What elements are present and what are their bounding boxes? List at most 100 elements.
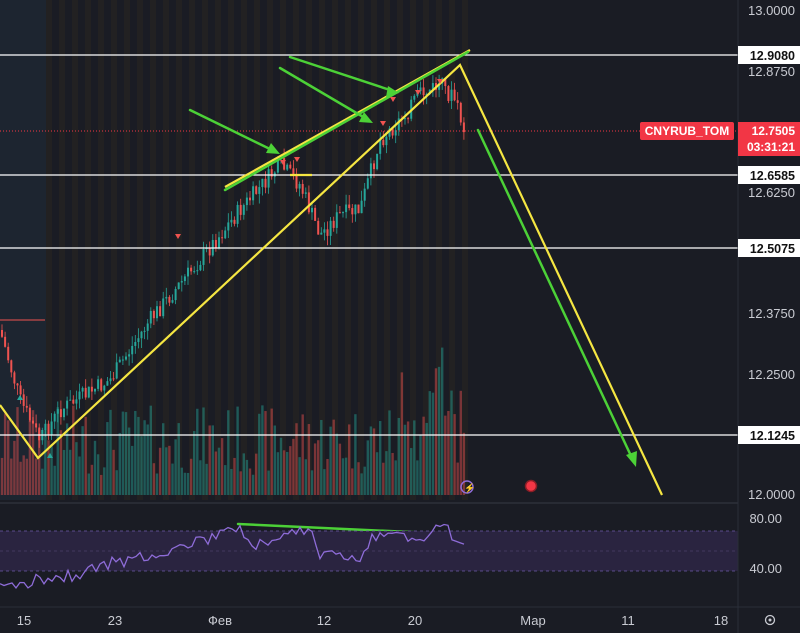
candle-body [190,267,193,272]
volume-bar [165,447,168,495]
candle-body [32,420,34,424]
candle-body [276,158,279,173]
price-axis[interactable]: 13.0000 12.8750 12.6250 12.3750 12.2500 … [640,0,800,633]
session-stripe [228,0,234,500]
settings-gear-icon[interactable] [764,614,776,626]
volume-bar [13,440,16,495]
session-stripe [189,0,195,500]
green-arrow-head [626,451,637,467]
volume-bar [118,432,121,495]
green-arrow-line[interactable] [188,108,274,152]
candle-body [131,345,134,355]
green-channel-top-line[interactable] [223,50,470,192]
candle-body [94,388,96,392]
volume-bar [109,409,112,495]
candle-body [348,204,351,209]
sell-signal-marker [380,121,386,126]
candle-body [152,310,155,319]
session-stripe [111,0,117,500]
candle-body [128,354,131,357]
candle-body [462,122,465,133]
time-tick: Мар [520,613,545,628]
candle-body [357,204,360,214]
session-stripe [202,0,208,500]
candle-body [149,310,152,324]
rsi-pane [0,502,738,589]
record-icon[interactable] [524,479,538,493]
candle-body [162,298,165,317]
volume-bar [413,420,416,495]
volume-bar [282,450,286,495]
yellow-zigzag-line[interactable] [0,63,663,496]
candle-body [19,385,22,395]
volume-bar [369,426,373,495]
volume-bar [344,457,348,495]
candle-body [444,78,447,87]
countdown-label: 03:31:21 [747,140,795,154]
green-arrow-line[interactable] [476,128,634,460]
time-axis[interactable]: 15 23 Фев 12 20 Мар 11 18 [0,606,800,628]
candle-body [404,118,406,120]
candle-body [304,192,307,194]
candle-body [90,386,93,392]
candle-body [245,197,248,206]
session-stripe [150,0,156,500]
session-stripe [410,0,416,500]
volume-bar [90,464,94,495]
volume-bar [202,407,205,495]
candle-body [115,362,118,379]
candle-body [230,219,233,223]
candle-body [218,237,220,249]
candle-body [22,394,25,406]
rsi-line[interactable] [0,523,465,589]
volume-bar [304,459,307,495]
candle-body [335,212,338,228]
volume-bar [193,431,196,495]
candle-body [388,128,391,137]
candle-body [7,346,10,361]
volume-bar [233,457,236,495]
session-stripe [345,0,351,500]
candle-body [28,407,31,421]
volume-bars [0,347,466,495]
candle-body [249,197,251,201]
session-stripe [280,0,286,500]
candle-body [125,356,127,360]
candle-body [351,208,354,215]
volume-bar [236,406,239,495]
candle-body [323,229,326,233]
volume-bar [189,458,193,495]
volume-bar [251,474,255,495]
candle-body [81,387,84,392]
session-stripe [241,0,247,500]
volume-bar [453,414,456,495]
volume-bar [69,449,72,495]
bolt-icon[interactable] [460,480,474,494]
candle-body [4,336,7,347]
volume-bar [434,368,438,495]
volume-bar [366,440,369,495]
green-arrow-line[interactable] [288,55,392,92]
volume-bar [335,433,338,495]
volume-bar [81,426,84,495]
volume-bar [444,415,447,495]
level-label: 12.5075 [750,242,795,256]
volume-bar [372,428,376,495]
session-stripe [358,0,364,500]
volume-bar [180,467,183,495]
candle-body [301,183,304,194]
candle-body [66,400,69,409]
volume-bar [329,426,332,495]
session-stripe [306,0,312,500]
candle-body [419,87,422,92]
volume-bar [174,439,177,495]
candle-body [289,164,292,169]
volume-bar [351,468,354,495]
volume-bar [183,472,187,495]
candle-body [317,220,320,235]
candle-body [187,267,189,277]
session-stripe [98,0,104,500]
sell-signal-marker [280,160,286,165]
green-arrow-line[interactable] [278,66,367,120]
